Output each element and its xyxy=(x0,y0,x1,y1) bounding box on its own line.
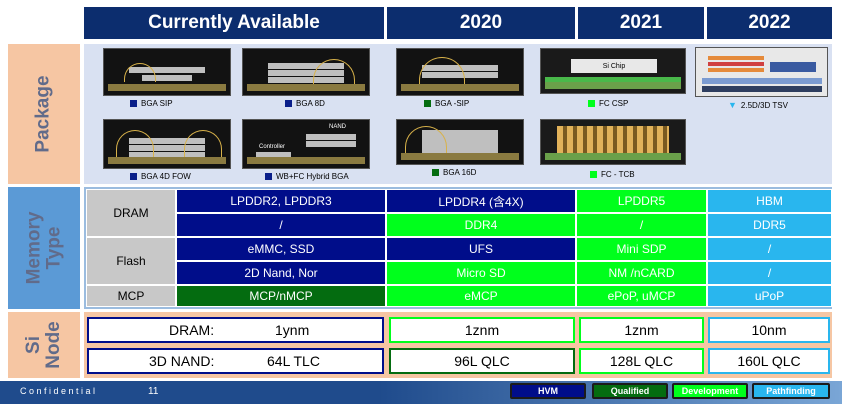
nand-node-2020-value: 96L QLC xyxy=(454,353,510,369)
nand-node-2021: 128L QLC xyxy=(579,348,704,374)
dram-node-2020-value: 1znm xyxy=(464,322,500,338)
caption-marker-icon xyxy=(130,173,137,180)
caption-marker-icon xyxy=(265,173,272,180)
dram-node-2021-value: 1znm xyxy=(624,322,659,338)
dram-node-2022-value: 10nm xyxy=(751,322,787,338)
flash-current-cell-2: 2D Nand, Nor xyxy=(176,261,386,285)
caption-wb-fc-hybrid: WB+FC Hybrid BGA xyxy=(265,172,349,181)
caption-bga-sip-text: BGA SIP xyxy=(141,99,173,108)
flash-row-label: Flash xyxy=(86,237,176,285)
legend-pathfinding: Pathfinding xyxy=(752,383,830,399)
legend-development: Development xyxy=(672,383,748,399)
flash-2021-cell: Mini SDP xyxy=(576,237,707,261)
flash-2022-cell: / xyxy=(707,237,832,261)
caption-bga-sip: BGA SIP xyxy=(130,99,173,108)
fc-tcb-image xyxy=(540,119,686,165)
header-currently-available: Currently Available xyxy=(84,7,384,39)
nand-node-2022: 160L QLC xyxy=(708,348,830,374)
si-chip-label: Si Chip xyxy=(571,59,657,73)
caption-bga-8d-text: BGA 8D xyxy=(296,99,325,108)
caption-bga-4d-fow: BGA 4D FOW xyxy=(130,172,191,181)
header-2021: 2021 xyxy=(578,7,704,39)
caption-fc-csp-text: FC CSP xyxy=(599,99,629,108)
section-package: Package xyxy=(8,44,80,184)
caption-fc-csp: FC CSP xyxy=(588,99,628,108)
caption-marker-icon xyxy=(588,100,595,107)
dram-current-cell-2: / xyxy=(176,213,386,237)
caption-marker-icon xyxy=(590,171,597,178)
bga-8d-image xyxy=(242,48,370,96)
bga-sip-image xyxy=(103,48,231,96)
nand-node-2021-value: 128L QLC xyxy=(609,353,674,369)
caption-marker-icon xyxy=(130,100,137,107)
caption-marker-icon xyxy=(432,169,439,176)
flash-2020-cell: UFS xyxy=(386,237,576,261)
flash-2020-cell-2: Micro SD xyxy=(386,261,576,285)
section-memory-type-label: Memory Type xyxy=(23,211,65,285)
page-number: 11 xyxy=(148,386,159,397)
caption-bga-sip-2020-text: BGA -SIP xyxy=(435,99,470,108)
caption-marker-icon xyxy=(285,100,292,107)
dram-row-label: DRAM xyxy=(86,189,176,237)
caption-wb-fc-hybrid-text: WB+FC Hybrid BGA xyxy=(276,172,349,181)
section-si-node: Si Node xyxy=(8,312,80,378)
fc-csp-image: Si Chip xyxy=(540,48,686,94)
caption-bga-8d: BGA 8D xyxy=(285,99,325,108)
wb-fc-hybrid-image: Controller NAND xyxy=(242,119,370,169)
dram-node-label: DRAM: xyxy=(169,322,215,338)
mcp-2020-cell: eMCP xyxy=(386,285,576,307)
flash-2022-cell-2: / xyxy=(707,261,832,285)
caption-fc-tcb: FC - TCB xyxy=(590,170,635,179)
dram-2022-cell: HBM xyxy=(707,189,832,213)
dram-node-2020: 1znm xyxy=(389,317,575,343)
nand-node-current: 3D NAND: 64L TLC xyxy=(87,348,384,374)
nand-node-label: 3D NAND: xyxy=(149,353,215,369)
triangle-marker-icon: ▼ xyxy=(728,100,737,110)
tsv-image xyxy=(695,47,828,97)
dram-2021-cell-2: / xyxy=(576,213,707,237)
caption-bga-4d-fow-text: BGA 4D FOW xyxy=(141,172,191,181)
mcp-row-label: MCP xyxy=(86,285,176,307)
nand-label: NAND xyxy=(329,124,347,130)
section-memory-type: Memory Type xyxy=(8,187,80,309)
caption-tsv: ▼ 2.5D/3D TSV xyxy=(728,100,788,110)
dram-2020-cell-2: DDR4 xyxy=(386,213,576,237)
caption-bga-16d: BGA 16D xyxy=(432,168,476,177)
bga-sip-2020-image xyxy=(396,48,524,96)
header-2020: 2020 xyxy=(387,7,575,39)
nand-node-current-value: 64L TLC xyxy=(267,353,320,369)
mcp-2021-cell: ePoP, uMCP xyxy=(576,285,707,307)
dram-current-cell: LPDDR2, LPDDR3 xyxy=(176,189,386,213)
section-si-node-label: Si Node xyxy=(23,321,64,369)
dram-node-current: DRAM: 1ynm xyxy=(87,317,384,343)
mcp-current-cell: MCP/nMCP xyxy=(176,285,386,307)
bga-4d-fow-image xyxy=(103,119,231,169)
confidential-label: C o n f i d e n t i a l xyxy=(20,386,96,396)
nand-node-2022-value: 160L QLC xyxy=(737,353,801,369)
nand-node-2020: 96L QLC xyxy=(389,348,575,374)
header-2022: 2022 xyxy=(707,7,832,39)
caption-fc-tcb-text: FC - TCB xyxy=(601,170,635,179)
flash-2021-cell-2: NM /nCARD xyxy=(576,261,707,285)
dram-node-2022: 10nm xyxy=(708,317,830,343)
dram-2021-cell: LPDDR5 xyxy=(576,189,707,213)
dram-2020-cell: LPDDR4 (含4X) xyxy=(386,189,576,213)
section-package-label: Package xyxy=(33,75,54,153)
dram-node-current-value: 1ynm xyxy=(275,322,310,338)
dram-node-2021: 1znm xyxy=(579,317,704,343)
caption-marker-icon xyxy=(424,100,431,107)
controller-label: Controller xyxy=(259,144,286,150)
legend-hvm: HVM xyxy=(510,383,586,399)
caption-tsv-text: 2.5D/3D TSV xyxy=(740,100,788,110)
mcp-2022-cell: uPoP xyxy=(707,285,832,307)
dram-2022-cell-2: DDR5 xyxy=(707,213,832,237)
flash-current-cell: eMMC, SSD xyxy=(176,237,386,261)
bga-16d-image xyxy=(396,119,524,165)
caption-bga-16d-text: BGA 16D xyxy=(443,168,477,177)
legend-qualified: Qualified xyxy=(592,383,668,399)
caption-bga-sip-2020: BGA -SIP xyxy=(424,99,469,108)
